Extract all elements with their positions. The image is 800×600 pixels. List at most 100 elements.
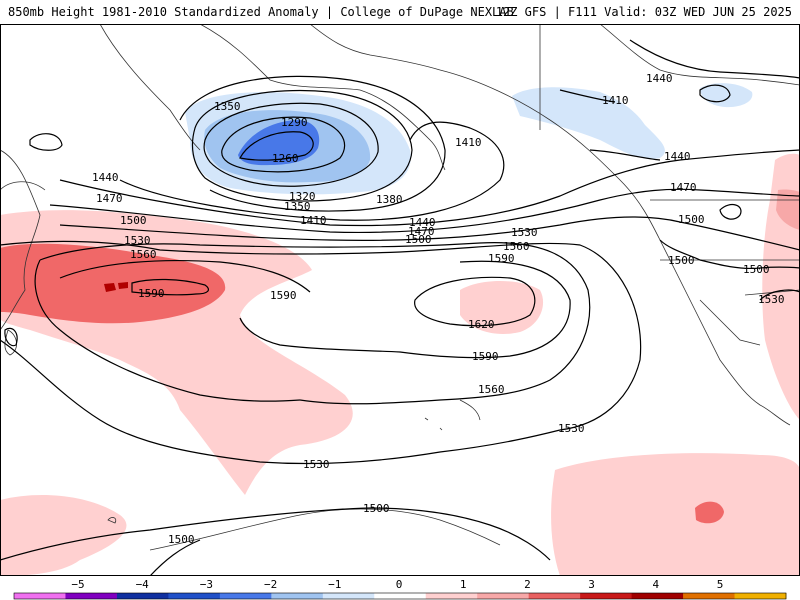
label-1560: 1560 <box>478 383 505 396</box>
label-1530: 1530 <box>511 226 538 239</box>
arctic-negative-area <box>512 87 665 159</box>
contour-1500-east <box>659 239 800 270</box>
colorbar-tick-label: −3 <box>200 578 213 591</box>
contour-west-loop <box>29 133 63 151</box>
colorbar-tick-label: −2 <box>264 578 277 591</box>
colorbar-swatch <box>477 593 530 599</box>
max-positive-core-a <box>104 283 116 292</box>
negative-anomaly-shading <box>185 83 753 195</box>
label-1440: 1440 <box>409 216 436 229</box>
contour-1380 <box>179 75 446 212</box>
label-1620: 1620 <box>468 318 495 331</box>
contour-small-east <box>719 203 742 220</box>
label-1590: 1590 <box>138 287 165 300</box>
southeast-positive-core <box>695 501 724 524</box>
contour-east-1530 <box>759 289 800 301</box>
contour-1470 <box>49 188 800 234</box>
height-contours <box>0 39 800 576</box>
run-valid-time: 12Z GFS | F111 Valid: 03Z WED JUN 25 202… <box>495 5 792 19</box>
central-pacific-positive-area <box>460 281 544 335</box>
contour-1290 <box>221 116 346 173</box>
label-1500: 1500 <box>743 263 770 276</box>
label-1470: 1470 <box>96 192 123 205</box>
colorbar-swatch <box>116 593 169 599</box>
east-edge-positive-core <box>776 189 800 230</box>
colorbar-tick-label: 0 <box>396 578 403 591</box>
label-1590: 1590 <box>488 252 515 265</box>
contour-1500-south2 <box>149 539 201 576</box>
colorbar-swatch <box>219 593 272 599</box>
colorbar-swatch <box>580 593 633 599</box>
colorbar-tick-label: 3 <box>588 578 595 591</box>
label-1560: 1560 <box>503 240 530 253</box>
colorbar-tick-label: −1 <box>328 578 341 591</box>
colorbar-tick-label: 4 <box>652 578 659 591</box>
colorbar-tick-label: −5 <box>71 578 84 591</box>
label-1500: 1500 <box>120 214 147 227</box>
contour-1350 <box>191 89 413 202</box>
colorbar-ticks: −5 −4 −3 −2 −1 0 1 2 3 4 5 <box>71 578 723 591</box>
label-1500: 1500 <box>168 533 195 546</box>
colorbar-swatch <box>528 593 581 599</box>
label-1440: 1440 <box>646 72 673 85</box>
colorbar-swatch <box>271 593 324 599</box>
coastlines <box>0 24 800 551</box>
label-1560: 1560 <box>130 248 157 261</box>
label-1350: 1350 <box>284 200 311 213</box>
header: 850mb Height 1981-2010 Standardized Anom… <box>0 0 800 24</box>
contour-1560 <box>39 242 591 405</box>
contour-1410 <box>119 121 505 221</box>
colorbar-swatch <box>425 593 478 599</box>
label-1470: 1470 <box>408 225 435 238</box>
label-1500: 1500 <box>405 233 432 246</box>
contour-1500-south <box>0 507 551 561</box>
colorbar-swatch <box>14 593 66 599</box>
colorbar-swatch <box>168 593 221 599</box>
label-1500: 1500 <box>678 213 705 226</box>
positive-anomaly-shading <box>0 153 800 576</box>
label-1470: 1470 <box>670 181 697 194</box>
contour-1440 <box>59 149 800 227</box>
contour-1500 <box>59 216 800 251</box>
label-1320: 1320 <box>289 190 316 203</box>
label-1530: 1530 <box>558 422 585 435</box>
max-positive-core-b <box>118 282 128 289</box>
label-1260: 1260 <box>272 152 299 165</box>
label-1440: 1440 <box>92 171 119 184</box>
contour-1260 <box>239 131 314 161</box>
label-1440: 1440 <box>664 150 691 163</box>
colorbar-swatches <box>13 592 787 600</box>
label-1290: 1290 <box>281 116 308 129</box>
anomaly-map: 1290 1260 1350 1320 1350 1380 1410 1410 … <box>0 24 800 576</box>
contour-1440-north <box>629 39 800 79</box>
colorbar-graphic: −5 −4 −3 −2 −1 0 1 2 3 4 5 <box>13 578 787 600</box>
label-1500: 1500 <box>668 254 695 267</box>
label-1500: 1500 <box>363 502 390 515</box>
label-1350: 1350 <box>214 100 241 113</box>
contour-1530 <box>0 240 642 431</box>
colorbar-swatch <box>322 593 375 599</box>
colorbar: −5 −4 −3 −2 −1 0 1 2 3 4 5 <box>0 576 800 600</box>
alaska-low-inner <box>238 120 320 166</box>
label-1530: 1530 <box>303 458 330 471</box>
contour-labels: 1290 1260 1350 1320 1350 1380 1410 1410 … <box>92 72 785 546</box>
label-1530: 1530 <box>758 293 785 306</box>
colorbar-swatch <box>65 593 118 599</box>
contour-1530-south <box>0 339 561 465</box>
label-1590: 1590 <box>270 289 297 302</box>
colorbar-tick-label: 5 <box>717 578 724 591</box>
colorbar-tick-label: 2 <box>524 578 531 591</box>
label-1380: 1380 <box>376 193 403 206</box>
colorbar-swatch <box>374 593 427 599</box>
contour-pac-1440 <box>589 149 661 161</box>
south-pacific-positive-area <box>0 495 127 576</box>
colorbar-swatch <box>631 593 684 599</box>
colorbar-outline <box>13 592 787 600</box>
label-1590: 1590 <box>472 350 499 363</box>
colorbar-tick-label: −4 <box>136 578 150 591</box>
contour-1590 <box>59 259 311 293</box>
contour-1590-east <box>239 260 571 359</box>
label-1410: 1410 <box>300 214 327 227</box>
label-1530: 1530 <box>124 234 151 247</box>
contour-1560-west <box>34 259 301 402</box>
